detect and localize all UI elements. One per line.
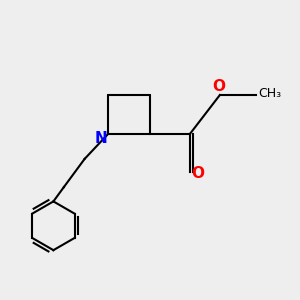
Text: O: O: [192, 166, 205, 181]
Text: N: N: [94, 130, 107, 146]
Text: CH₃: CH₃: [259, 87, 282, 100]
Text: O: O: [212, 79, 225, 94]
